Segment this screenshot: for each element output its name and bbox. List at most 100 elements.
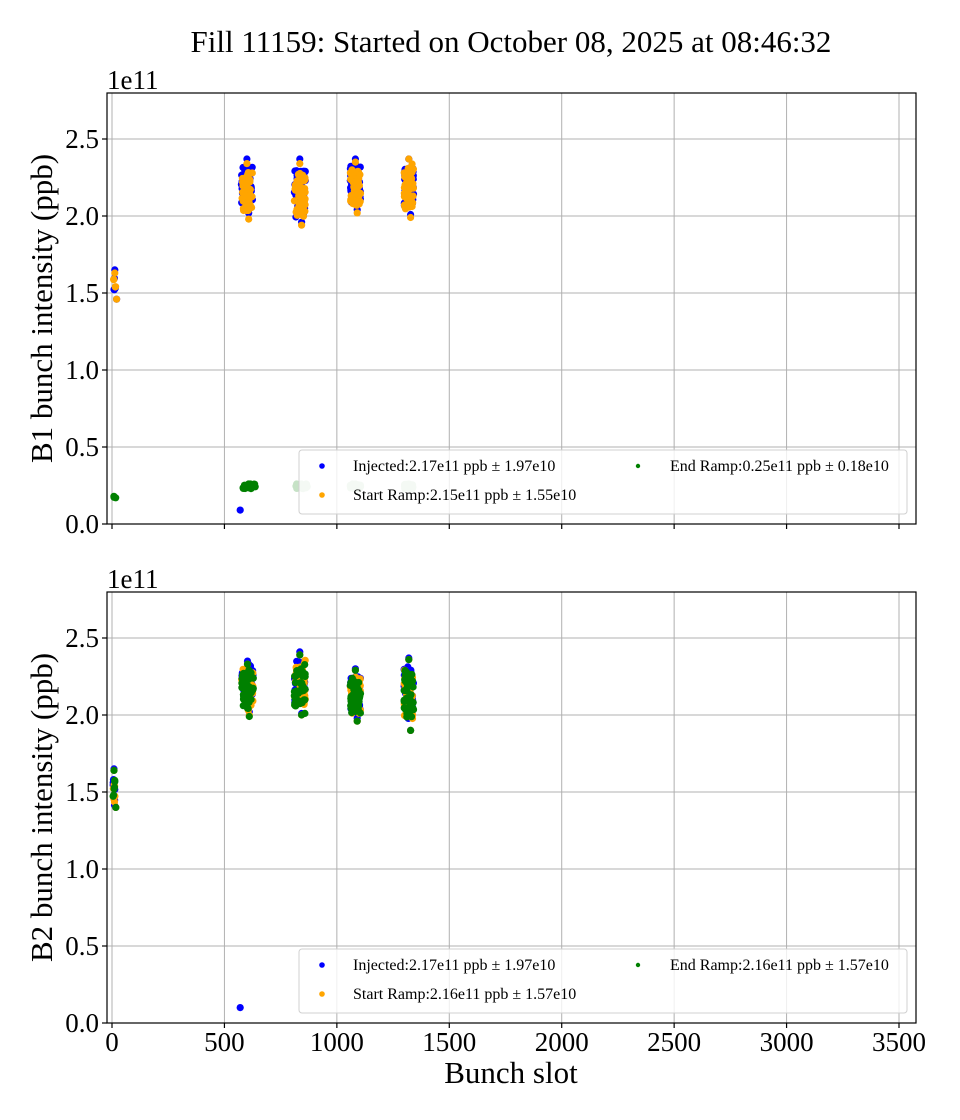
data-point-end-ramp: [351, 678, 359, 686]
data-point-start-ramp: [349, 178, 357, 187]
plot-frame: [106, 92, 917, 525]
data-point-start-ramp: [355, 200, 363, 208]
data-point-start-ramp: [356, 171, 364, 179]
data-point-end-ramp: [111, 776, 119, 784]
data-point-end-ramp: [407, 726, 415, 735]
legend-marker-start-ramp: [319, 492, 325, 498]
data-point-end-ramp: [249, 686, 257, 694]
plot-frame: [106, 591, 917, 1024]
data-point-end-ramp: [293, 667, 301, 675]
data-point-start-ramp: [348, 172, 356, 180]
chart-title: Fill 11159: Started on October 08, 2025 …: [191, 24, 832, 59]
data-point-end-ramp: [347, 694, 355, 703]
data-point-start-ramp: [295, 192, 303, 200]
data-points: [109, 648, 418, 1012]
y-tick-label: 1.5: [65, 777, 99, 807]
data-point-end-ramp: [110, 785, 118, 793]
data-point-end-ramp: [400, 704, 408, 712]
data-point-end-ramp: [112, 803, 120, 812]
y-tick-label: 2.5: [65, 623, 99, 653]
x-tick-label: 1500: [422, 1027, 476, 1057]
data-point-end-ramp: [243, 660, 252, 668]
data-point-start-ramp: [113, 295, 121, 303]
data-point-injected: [236, 506, 244, 514]
data-point-end-ramp: [298, 711, 306, 719]
data-point-end-ramp: [238, 684, 246, 692]
data-point-end-ramp: [351, 703, 359, 711]
data-point-end-ramp: [239, 691, 247, 699]
x-tick-label: 0: [105, 1027, 119, 1057]
data-point-start-ramp: [353, 209, 361, 217]
data-point-end-ramp: [239, 702, 247, 710]
data-point-end-ramp: [300, 672, 308, 680]
data-point-start-ramp: [408, 175, 416, 183]
data-point-start-ramp: [400, 184, 408, 192]
legend-marker-end-ramp: [635, 463, 641, 469]
data-point-start-ramp: [409, 199, 417, 207]
x-tick-label: 2500: [647, 1027, 701, 1057]
legend-label: Start Ramp:2.16e11 ppb ± 1.57e10: [353, 986, 576, 1003]
legend-item-start-ramp: Start Ramp:2.15e11 ppb ± 1.55e10: [319, 487, 576, 504]
y-tick-label: 1.5: [65, 278, 99, 308]
data-point-end-ramp: [356, 693, 364, 701]
legend: Injected:2.17e11 ppb ± 1.97e10 Start Ramp…: [298, 948, 908, 1014]
legend-marker-start-ramp: [319, 991, 325, 997]
data-point-end-ramp: [290, 688, 298, 696]
data-point-end-ramp: [409, 698, 417, 707]
data-point-end-ramp: [247, 695, 255, 704]
x-axis-label: Bunch slot: [444, 1055, 578, 1090]
data-point-end-ramp: [296, 651, 304, 659]
data-point-end-ramp: [110, 766, 118, 775]
data-point-end-ramp: [403, 679, 411, 687]
data-point-end-ramp: [352, 684, 360, 693]
data-point-start-ramp: [243, 160, 251, 168]
legend-item-end-ramp: End Ramp:2.16e11 ppb ± 1.57e10: [635, 957, 889, 974]
data-points: [110, 155, 418, 514]
y-tick-label: 2.0: [65, 700, 99, 730]
legend-box: [298, 449, 908, 515]
legend-item-start-ramp: Start Ramp:2.16e11 ppb ± 1.57e10: [319, 986, 576, 1003]
data-point-start-ramp: [110, 275, 118, 283]
legend-marker-injected: [319, 463, 325, 469]
data-point-start-ramp: [406, 185, 414, 193]
legend-label: Start Ramp:2.15e11 ppb ± 1.55e10: [353, 487, 576, 504]
legend: Injected:2.17e11 ppb ± 1.97e10 Start Ramp…: [298, 449, 908, 515]
data-point-start-ramp: [244, 169, 252, 177]
data-point-start-ramp: [407, 168, 415, 176]
data-point-end-ramp: [409, 683, 417, 691]
data-point-start-ramp: [298, 221, 306, 229]
data-point-start-ramp: [296, 204, 304, 212]
data-point-end-ramp: [296, 679, 304, 687]
data-point-start-ramp: [111, 269, 119, 277]
data-point-end-ramp: [403, 687, 411, 695]
legend-marker-injected: [319, 962, 325, 968]
data-point-start-ramp: [245, 215, 253, 223]
data-point-start-ramp: [299, 171, 307, 179]
legend-label: End Ramp:2.16e11 ppb ± 1.57e10: [670, 957, 889, 974]
data-point-start-ramp: [299, 185, 308, 193]
data-point-injected: [236, 1004, 244, 1012]
y-tick-label: 0.0: [65, 509, 99, 539]
x-tick-label: 1000: [310, 1027, 364, 1057]
y-offset-label: 1e11: [107, 65, 158, 95]
y-tick-label: 0.5: [65, 432, 99, 462]
y-offset-label: 1e11: [107, 564, 158, 594]
data-point-start-ramp: [296, 160, 304, 168]
data-point-end-ramp: [353, 717, 361, 725]
y-tick-label: 2.0: [65, 201, 99, 231]
y-tick-label: 0.5: [65, 931, 99, 961]
data-point-start-ramp: [407, 213, 415, 222]
data-point-end-ramp: [405, 656, 413, 664]
data-point-end-ramp: [402, 668, 411, 676]
y-tick-label: 1.0: [65, 355, 99, 385]
data-point-injected: [248, 163, 256, 171]
data-point-end-ramp: [356, 709, 364, 717]
data-point-start-ramp: [112, 283, 120, 291]
y-tick-label: 2.5: [65, 124, 99, 154]
legend-label: End Ramp:0.25e11 ppb ± 0.18e10: [670, 458, 889, 475]
y-axis-label: B2 bunch intensity (ppb): [24, 653, 59, 962]
y-tick-label: 1.0: [65, 854, 99, 884]
data-point-start-ramp: [356, 189, 365, 197]
legend-item-injected: Injected:2.17e11 ppb ± 1.97e10: [319, 957, 555, 974]
